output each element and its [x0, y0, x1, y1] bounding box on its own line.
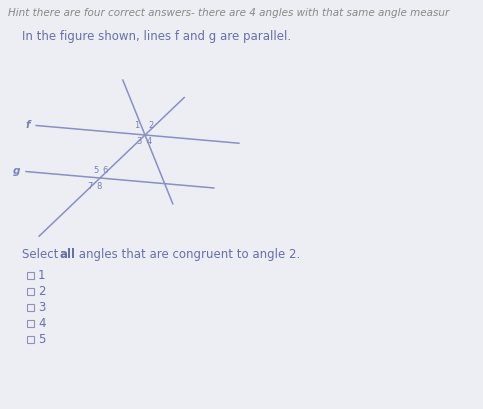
Bar [27, 272, 34, 279]
Bar [27, 288, 34, 295]
Bar [27, 320, 34, 327]
Text: Select: Select [22, 248, 62, 261]
Text: 7: 7 [87, 182, 93, 191]
Bar [27, 304, 34, 311]
Text: 3: 3 [38, 301, 45, 314]
Text: 6: 6 [103, 166, 108, 175]
Text: 2: 2 [149, 121, 154, 130]
Text: 2: 2 [38, 285, 45, 298]
Text: 1: 1 [38, 269, 45, 282]
Text: angles that are congruent to angle 2.: angles that are congruent to angle 2. [75, 248, 300, 261]
Text: 5: 5 [38, 333, 45, 346]
Text: 1: 1 [134, 121, 140, 130]
Bar [27, 336, 34, 343]
Text: 4: 4 [147, 137, 152, 146]
Text: 8: 8 [97, 182, 102, 191]
Text: Hint there are four correct answers- there are 4 angles with that same angle mea: Hint there are four correct answers- the… [8, 8, 449, 18]
Text: all: all [59, 248, 75, 261]
Text: 4: 4 [38, 317, 45, 330]
Text: In the figure shown, lines f and g are parallel.: In the figure shown, lines f and g are p… [22, 30, 291, 43]
Text: g: g [13, 166, 20, 176]
Text: 3: 3 [136, 137, 142, 146]
Text: f: f [26, 120, 30, 130]
Text: 5: 5 [93, 166, 98, 175]
